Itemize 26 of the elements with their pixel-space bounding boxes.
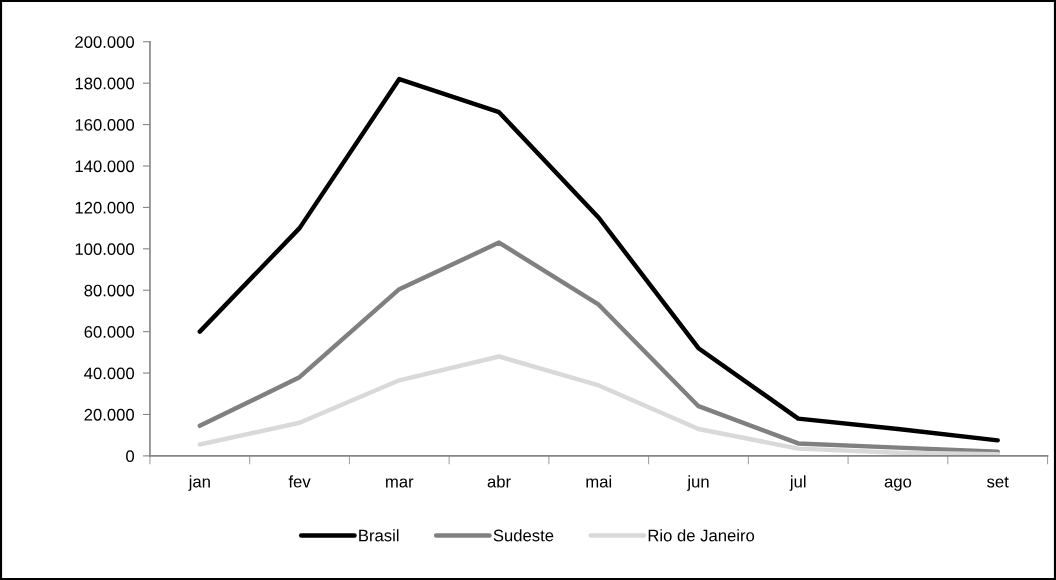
y-tick-label: 80.000	[84, 284, 135, 297]
x-tick-label: jan	[188, 475, 210, 491]
y-tick-label: 0	[126, 450, 135, 463]
y-tick-label: 180.000	[75, 77, 135, 90]
line-series	[197, 354, 1000, 456]
x-tick-label: mai	[586, 475, 612, 488]
y-tick-label: 100.000	[75, 243, 135, 256]
y-tick-label: 120.000	[75, 201, 135, 214]
x-tick-label: abr	[487, 475, 511, 488]
x-tick-label: ago	[884, 478, 912, 491]
y-tick-label: 140.000	[75, 160, 135, 173]
legend-label: Sudeste	[493, 529, 554, 542]
x-tick-label: mar	[386, 478, 414, 488]
y-tick-label: 20.000	[84, 408, 135, 421]
x-tick-label: fev	[288, 475, 311, 488]
y-tick-label: 200.000	[75, 36, 135, 48]
x-tick-label: set	[987, 476, 1009, 488]
line-series	[197, 240, 1000, 454]
line-series	[197, 76, 1000, 443]
y-tick-label: 60.000	[84, 326, 135, 338]
y-tick-label: 160.000	[75, 118, 135, 131]
legend-label: Brasil	[359, 529, 399, 542]
x-tick-label: jun	[686, 475, 709, 491]
y-tick-label: 40.000	[84, 367, 135, 380]
legend-label: Rio de Janeiro	[648, 529, 755, 542]
x-tick-label: jul	[789, 475, 806, 491]
